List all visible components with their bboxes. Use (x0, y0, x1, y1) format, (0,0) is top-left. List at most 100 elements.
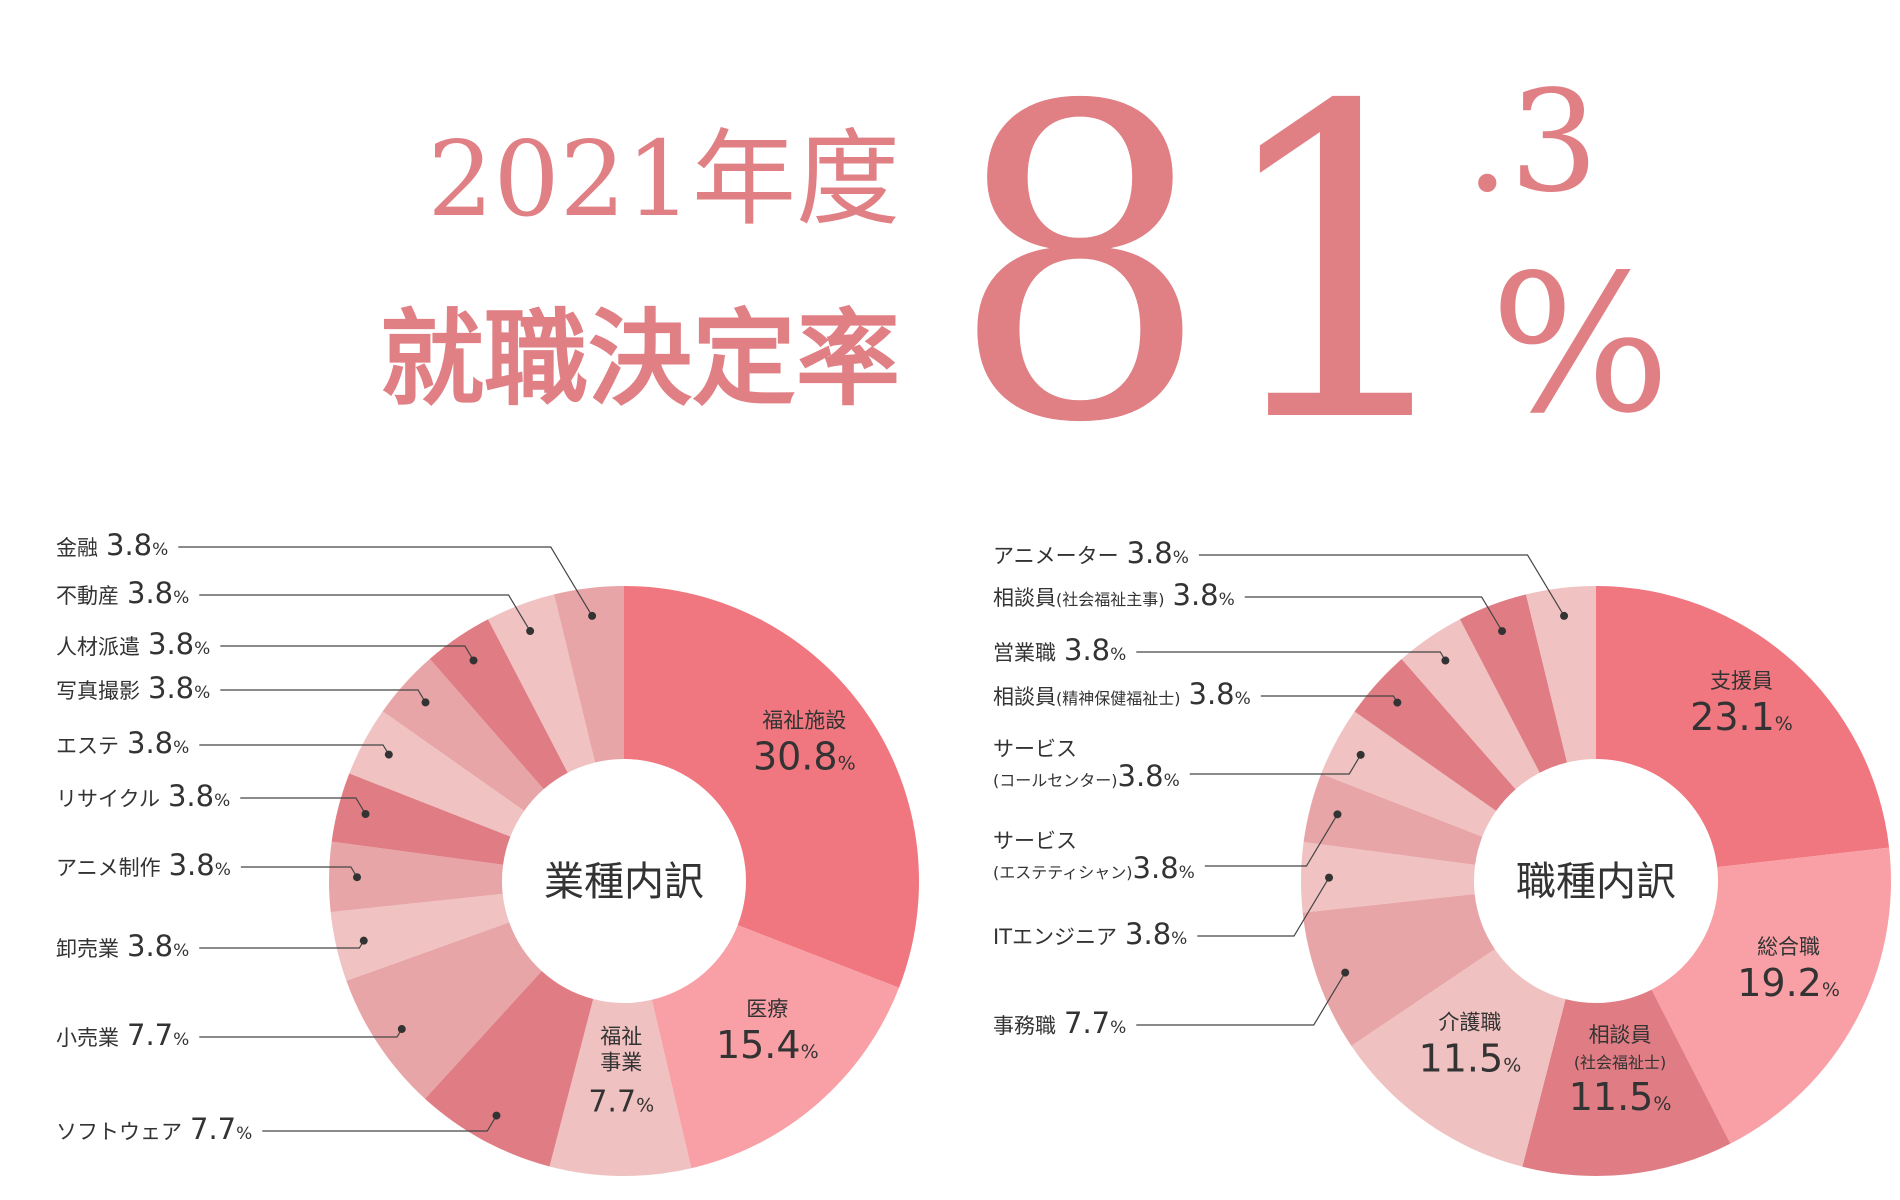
leader-dot (469, 656, 478, 665)
unit: % (801, 1041, 819, 1063)
unit: % (173, 738, 189, 758)
leader-label: 卸売業 3.8% (56, 929, 189, 963)
category: ITエンジニア (993, 925, 1117, 949)
donut-slice (331, 773, 511, 865)
leader-label: 小売業 7.7% (56, 1018, 189, 1052)
slice-category: 福祉施設 (762, 709, 846, 733)
slice-value-label: 30.8% (753, 735, 856, 779)
leader-dot (1498, 627, 1507, 636)
value: 3.8 (148, 671, 194, 705)
unit: % (1653, 1093, 1671, 1115)
rate-unit: % (1490, 234, 1671, 455)
category: 営業職 (993, 641, 1056, 665)
donut-slice (429, 619, 568, 790)
value: 3.8 (1127, 536, 1173, 570)
leader-dot (397, 1025, 406, 1034)
unit: % (1235, 689, 1251, 709)
donut-slice (328, 841, 504, 913)
title-year: 2021年度 (427, 118, 900, 240)
category: 不動産 (56, 584, 119, 608)
leader-line (1244, 596, 1503, 632)
category: ソフトウェア (56, 1120, 182, 1144)
unit: % (1179, 863, 1195, 883)
rate-integer: 81 (950, 17, 1470, 517)
category: 金融 (56, 536, 98, 560)
value: 3.8 (1125, 917, 1171, 951)
leader-dot (384, 750, 393, 759)
value: 19.2 (1737, 961, 1822, 1005)
leader-dot (1356, 750, 1365, 759)
rate-decimal: .3 (1465, 61, 1599, 224)
unit: % (1110, 1018, 1126, 1038)
slice-category: 福祉事業 (600, 1024, 642, 1074)
leader-dot (359, 936, 368, 945)
unit: % (1503, 1054, 1521, 1076)
category: アニメ制作 (56, 856, 161, 880)
donut-slice (1301, 842, 1476, 913)
leader-dot (1325, 873, 1334, 882)
category: サービス(コールセンター) (993, 737, 1118, 790)
donut-slice (1596, 586, 1890, 868)
unit: % (173, 941, 189, 961)
category: サービス(エステティシャン) (993, 829, 1133, 882)
leader-dot (361, 809, 370, 818)
donut-slice (1303, 773, 1483, 865)
unit: % (1164, 771, 1180, 791)
leader-label: 写真撮影 3.8% (56, 671, 210, 705)
value: 7.7 (588, 1084, 636, 1119)
donut-slice (349, 711, 525, 837)
slice-category: 医療 (746, 997, 788, 1021)
unit: % (194, 639, 210, 659)
value: 7.7 (1064, 1006, 1110, 1040)
leader-dot (421, 698, 430, 707)
value: 11.5 (1419, 1036, 1504, 1080)
slice-value-label: 23.1% (1690, 695, 1793, 739)
value: 7.7 (127, 1018, 173, 1052)
category: 写真撮影 (56, 679, 140, 703)
unit: % (1775, 713, 1793, 735)
unit: % (214, 791, 230, 811)
donut-slice (1525, 586, 1596, 763)
unit: % (152, 540, 168, 560)
donut-slice (1302, 894, 1495, 1046)
leader-label: 金融 3.8% (56, 528, 168, 562)
donut-slice (1651, 847, 1892, 1144)
leader-line (262, 1115, 498, 1132)
donut-slice (424, 971, 594, 1167)
slice-value-label: 11.5% (1569, 1075, 1672, 1119)
category: 相談員(精神保健福祉士) (993, 685, 1181, 709)
value: 23.1 (1690, 695, 1775, 739)
leader-line (220, 645, 475, 661)
category: 卸売業 (56, 937, 119, 961)
value: 3.8 (148, 627, 194, 661)
leader-line (1189, 754, 1362, 775)
leader-line (1197, 877, 1330, 937)
slice-value-label: 7.7% (588, 1084, 654, 1119)
value: 3.8 (106, 528, 152, 562)
value: 30.8 (753, 735, 838, 779)
unit: % (173, 588, 189, 608)
value: 3.8 (127, 929, 173, 963)
value: 11.5 (1569, 1075, 1654, 1119)
leader-label: ITエンジニア 3.8% (993, 917, 1187, 951)
value: 3.8 (127, 726, 173, 760)
donut-slice (1351, 949, 1566, 1167)
unit: % (1171, 929, 1187, 949)
slice-category: 総合職 (1757, 935, 1820, 959)
center-label: 職種内訳 (1516, 859, 1676, 905)
slice-category: 相談員(社会福祉士) (1574, 1023, 1667, 1072)
category: 人材派遣 (56, 635, 140, 659)
leader-label: 人材派遣 3.8% (56, 627, 210, 661)
donut-slice (1401, 619, 1540, 790)
leader-line (1204, 814, 1338, 867)
leader-label: 相談員(社会福祉主事) 3.8% (993, 578, 1235, 612)
leader-dot (1333, 810, 1342, 819)
center-label: 業種内訳 (544, 859, 704, 905)
unit: % (194, 683, 210, 703)
leader-label: 営業職 3.8% (993, 633, 1126, 667)
category: エステ (56, 734, 119, 758)
value: 7.7 (190, 1112, 236, 1146)
donut-slice (346, 922, 542, 1099)
donut-slice (651, 925, 900, 1169)
